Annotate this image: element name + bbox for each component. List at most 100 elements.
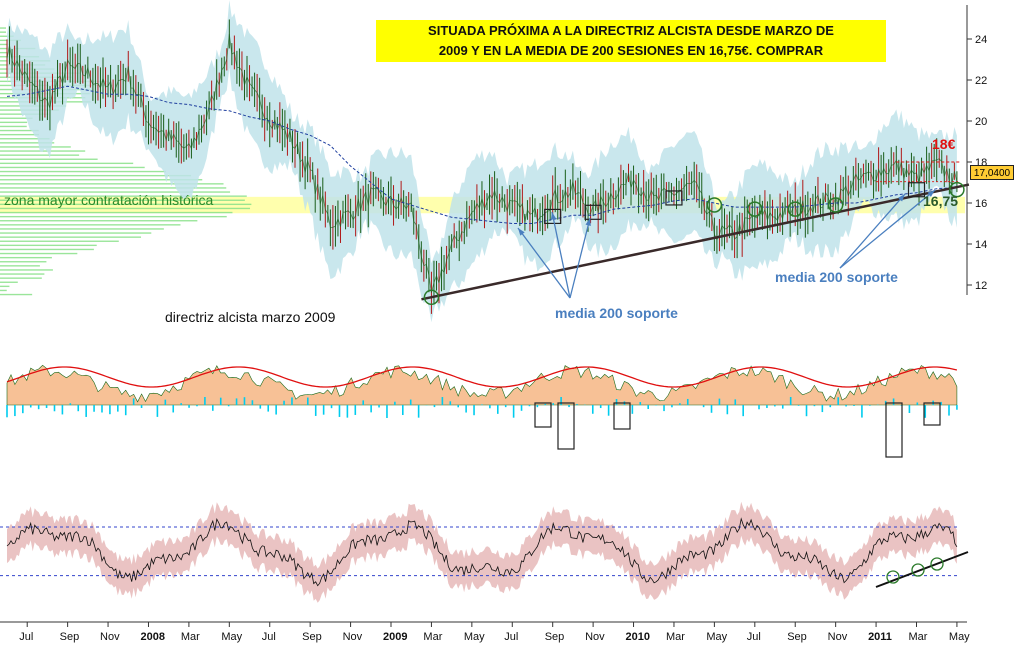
x-tick-label: Nov (100, 631, 120, 643)
volume-profile-bar (0, 261, 47, 263)
last-price-tag: 17,0400 (970, 165, 1014, 180)
support-touch-circle (747, 201, 763, 217)
oscillator-area (6, 364, 958, 406)
touch-box (665, 190, 683, 206)
headline-box: SITUADA PRÓXIMA A LA DIRECTRIZ ALCISTA D… (376, 20, 886, 62)
volume-profile-bar (0, 199, 245, 201)
arrow-head (550, 212, 557, 220)
x-tick-label: Jul (504, 631, 518, 643)
support-label-mid: media 200 soporte (555, 305, 678, 321)
volume-profile-bar (0, 35, 14, 37)
y-tick-label: 24 (975, 34, 987, 46)
arrow-line (839, 193, 906, 269)
x-tick-label: Mar (423, 631, 442, 643)
zone-label: zona mayor contratación histórica (4, 192, 214, 208)
rsi-panel (0, 501, 969, 603)
ma200-line (6, 85, 957, 224)
volume-profile-bar (0, 129, 39, 132)
volume-profile-bar (0, 174, 192, 177)
support-touch-circle (949, 181, 965, 198)
volume-profile-bar (0, 187, 227, 189)
volume-profile-bar (0, 252, 78, 255)
arrow-head (897, 194, 905, 202)
volume-profile-bar (0, 158, 98, 160)
volume-profile-bar (0, 244, 97, 247)
ma200-layer (6, 85, 957, 224)
x-tick-label: Sep (302, 631, 322, 643)
trendline-label: directriz alcista marzo 2009 (165, 309, 336, 325)
rsi-trendline (875, 551, 969, 588)
volume-profile-bar (0, 146, 71, 148)
oscillator-signal-line (6, 366, 958, 388)
volume-profile-bar (0, 289, 7, 292)
annotation-layer: zona mayor contratación histórica direct… (4, 136, 958, 325)
touch-box (907, 182, 926, 198)
arrow-line (569, 217, 591, 299)
volume-profile-bar (0, 232, 152, 234)
volume-profile-bar (0, 240, 119, 242)
volume-profile-bar (0, 31, 6, 33)
x-tick-label: Mar (666, 631, 685, 643)
x-tick-label: Sep (60, 631, 80, 643)
headline-line-1: SITUADA PRÓXIMA A LA DIRECTRIZ ALCISTA D… (428, 23, 834, 38)
y-tick-label: 16 (975, 198, 987, 210)
volume-profile-bar (0, 277, 42, 279)
x-tick-label: Mar (908, 631, 927, 643)
trendline (421, 183, 970, 301)
volume-profile-bar (0, 125, 27, 128)
x-tick-label: 2009 (383, 631, 407, 643)
volume-profile-bar (0, 215, 227, 218)
oscillator-highlight-box (923, 402, 941, 426)
x-tick-label: May (706, 631, 727, 643)
x-tick-label: May (464, 631, 485, 643)
volume-profile-bar (0, 224, 181, 226)
volume-profile-bar (0, 273, 45, 275)
volume-profile-bar (0, 117, 33, 119)
support-level-label: 16,75 (923, 193, 958, 209)
rsi-touch-circle (930, 557, 944, 571)
headline-line-2: 2009 Y EN LA MEDIA DE 200 SESIONES EN 16… (438, 43, 824, 58)
x-tick-label: 2010 (626, 631, 650, 643)
volume-profile-bar (0, 170, 166, 173)
oscillator-panel (6, 364, 958, 458)
y-tick-label: 12 (975, 280, 987, 292)
x-tick-label: Sep (787, 631, 807, 643)
x-axis-layer: Jul Sep Nov 2008 Mar May Jul Sep Nov 2009 Mar May Ju… (0, 621, 970, 643)
price-layer (6, 19, 958, 314)
volume-profile-bar (0, 207, 251, 210)
volume-profile-bar (0, 154, 80, 156)
x-tick-label: 2011 (868, 631, 892, 643)
rsi-touch-circle (911, 563, 925, 577)
touch-box (544, 208, 562, 224)
oscillator-highlight-box (885, 402, 903, 458)
oscillator-highlight-box (534, 402, 552, 428)
x-tick-label: Nov (585, 631, 605, 643)
x-tick-label: Nov (828, 631, 848, 643)
arrow-head (518, 228, 525, 236)
volume-profile-bar (0, 236, 142, 238)
volume-profile-bar (0, 265, 40, 267)
volume-profile-bar (0, 269, 53, 271)
arrow-line (517, 227, 571, 299)
volume-profile-bar (0, 142, 55, 144)
volume-profile-bar (0, 248, 94, 251)
volume-profile-bar (0, 285, 10, 288)
support-touch-circle (787, 201, 803, 217)
oscillator-highlight-box (613, 402, 631, 430)
support-touch-circle (827, 197, 844, 213)
rsi-band (7, 501, 957, 603)
volume-profile-bar (0, 293, 33, 296)
volume-profile-bar (0, 121, 28, 124)
volume-profile-bar (0, 256, 52, 259)
oscillator-highlight-box (557, 402, 575, 450)
arrow-head (927, 190, 935, 197)
volume-profile-bar (0, 138, 50, 140)
arrow-line (551, 211, 571, 299)
x-tick-label: Mar (181, 631, 200, 643)
y-tick-label: 22 (975, 75, 987, 87)
touch-box (584, 204, 602, 220)
volume-profile-bar (0, 203, 252, 206)
